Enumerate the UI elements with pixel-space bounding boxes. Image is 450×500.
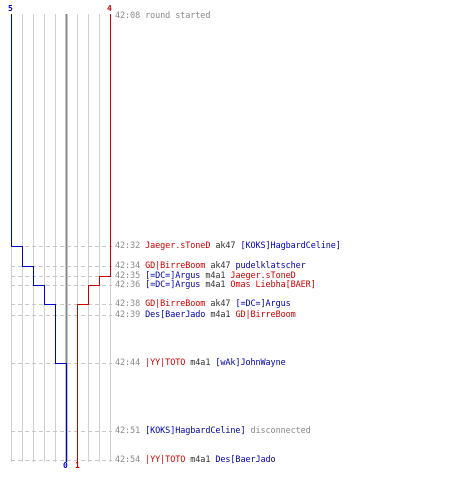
weapon-name: m4a1 bbox=[205, 310, 236, 320]
weapon-name: m4a1 bbox=[185, 358, 216, 368]
event-entry: 42:35 [=DC=]Argus m4a1 Jaeger.sToneD bbox=[115, 271, 296, 282]
weapon-name: ak47 bbox=[210, 241, 241, 251]
weapon-name: m4a1 bbox=[200, 271, 231, 281]
event-time: 42:51 bbox=[115, 426, 146, 436]
event-time: 42:38 bbox=[115, 299, 146, 309]
weapon-name: ak47 bbox=[205, 299, 236, 309]
event-time: 42:44 bbox=[115, 358, 146, 368]
player-name: |YY|TOTO bbox=[145, 358, 186, 368]
player-name: pudelklatscher bbox=[235, 261, 306, 271]
blue-end-count: 0 bbox=[63, 461, 68, 470]
blue-start-count: 5 bbox=[8, 4, 13, 13]
weapon-name: m4a1 bbox=[185, 455, 216, 465]
red-team-alive-line bbox=[77, 14, 111, 462]
blue-team-alive-line bbox=[11, 14, 67, 462]
event-text: disconnected bbox=[245, 426, 311, 436]
event-entry: 42:54 |YY|TOTO m4a1 Des[BaerJado bbox=[115, 455, 276, 466]
round-start-entry: 42:08 round started bbox=[115, 11, 210, 22]
player-name: |YY|TOTO bbox=[145, 455, 186, 465]
event-entry: 42:38 GD|BirreBoom ak47 [=DC=]Argus bbox=[115, 299, 291, 310]
player-name: [=DC=]Argus bbox=[145, 280, 201, 290]
player-name: Jaeger.sToneD bbox=[145, 241, 211, 251]
red-start-count: 4 bbox=[107, 4, 112, 13]
player-name: Omas Liebha[BAER] bbox=[230, 280, 316, 290]
event-text: round started bbox=[145, 11, 211, 21]
event-time: 42:32 bbox=[115, 241, 146, 251]
player-name: [=DC=]Argus bbox=[145, 271, 201, 281]
player-name: Des[BaerJado bbox=[145, 310, 206, 320]
event-entry: 42:51 [KOKS]HagbardCeline] disconnected bbox=[115, 426, 311, 437]
event-time: 42:39 bbox=[115, 310, 146, 320]
weapon-name: ak47 bbox=[205, 261, 236, 271]
player-name: Des[BaerJado bbox=[215, 455, 276, 465]
event-time: 42:36 bbox=[115, 280, 146, 290]
player-name: [=DC=]Argus bbox=[235, 299, 291, 309]
player-name: [KOKS]HagbardCeline] bbox=[145, 426, 246, 436]
player-name: GD|BirreBoom bbox=[145, 261, 206, 271]
event-entry: 42:34 GD|BirreBoom ak47 pudelklatscher bbox=[115, 261, 306, 272]
event-time: 42:34 bbox=[115, 261, 146, 271]
event-time: 42:54 bbox=[115, 455, 146, 465]
event-time: 42:08 bbox=[115, 11, 146, 21]
event-entry: 42:44 |YY|TOTO m4a1 [wAk]JohnWayne bbox=[115, 358, 286, 369]
event-time: 42:35 bbox=[115, 271, 146, 281]
player-name: [KOKS]HagbardCeline] bbox=[240, 241, 341, 251]
event-entry: 42:32 Jaeger.sToneD ak47 [KOKS]HagbardCe… bbox=[115, 241, 341, 252]
event-entry: 42:39 Des[BaerJado m4a1 GD|BirreBoom bbox=[115, 310, 296, 321]
player-name: GD|BirreBoom bbox=[145, 299, 206, 309]
player-name: GD|BirreBoom bbox=[235, 310, 296, 320]
weapon-name: m4a1 bbox=[200, 280, 231, 290]
player-name: Jaeger.sToneD bbox=[230, 271, 296, 281]
event-entry: 42:36 [=DC=]Argus m4a1 Omas Liebha[BAER] bbox=[115, 280, 316, 291]
red-end-count: 1 bbox=[75, 461, 80, 470]
player-name: [wAk]JohnWayne bbox=[215, 358, 286, 368]
